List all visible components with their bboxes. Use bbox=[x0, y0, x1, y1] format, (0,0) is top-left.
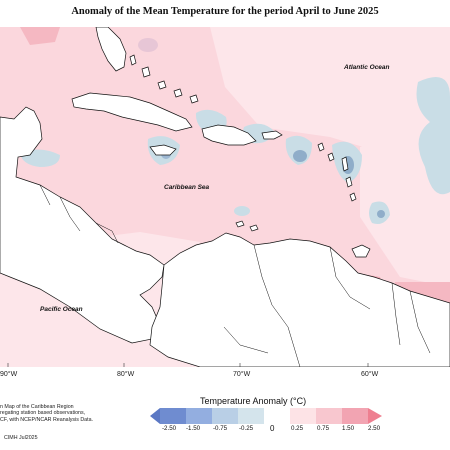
south-america bbox=[149, 232, 450, 367]
puerto-rico bbox=[261, 130, 283, 140]
weak-anomaly-zone bbox=[210, 27, 450, 152]
caribbean-sea-label: Caribbean Sea bbox=[164, 184, 210, 191]
colorbar-label: 1.50 bbox=[342, 425, 355, 432]
colorbar-label: 0 bbox=[270, 424, 275, 433]
lon-tick-label: 90°W bbox=[0, 371, 18, 378]
colorbar-swatch bbox=[160, 408, 186, 424]
land bbox=[0, 27, 450, 367]
footnote-credit: CIMH Jul2025 bbox=[4, 435, 38, 441]
warm-anomaly-patch bbox=[20, 27, 60, 45]
borders bbox=[39, 184, 431, 367]
jamaica bbox=[149, 144, 177, 156]
colorbar-arrow-right bbox=[368, 408, 382, 424]
colorbar-label: -1.50 bbox=[186, 425, 201, 432]
lesser-antilles bbox=[341, 156, 349, 172]
colorbar-label: 2.50 bbox=[368, 425, 381, 432]
bahamas bbox=[129, 54, 137, 66]
central-america bbox=[0, 106, 165, 344]
hispaniola bbox=[201, 124, 257, 146]
colorbar-swatch bbox=[238, 408, 264, 424]
map-title: Anomaly of the Mean Temperature for the … bbox=[71, 6, 379, 17]
cool-anomaly-patch bbox=[416, 77, 450, 195]
footnote-line: CF, with NCEP/NCAR Reanalysis Data. bbox=[0, 416, 94, 423]
colorbar-title: Temperature Anomaly (°C) bbox=[200, 396, 307, 406]
abc-islands bbox=[249, 224, 259, 232]
footnote-line: regating station based observations, bbox=[0, 410, 86, 417]
lesser-antilles bbox=[349, 192, 357, 202]
atlantic-ocean-label: Atlantic Ocean bbox=[344, 64, 390, 71]
bahamas bbox=[141, 66, 151, 78]
colorbar bbox=[150, 408, 382, 424]
lon-tick-label: 60°W bbox=[361, 371, 379, 378]
cuba bbox=[71, 92, 193, 132]
trinidad bbox=[351, 244, 371, 258]
cool-anomaly-patch bbox=[138, 38, 158, 52]
colorbar-swatch bbox=[316, 408, 342, 424]
lesser-antilles bbox=[327, 152, 335, 162]
footnote: n Map of the Caribbean Region regating s… bbox=[0, 404, 130, 423]
lon-tick-label: 70°W bbox=[233, 371, 251, 378]
bahamas bbox=[173, 88, 183, 98]
pacific-ocean-label: Pacific Ocean bbox=[40, 306, 83, 313]
colorbar-label: -2.50 bbox=[162, 425, 177, 432]
bahamas bbox=[189, 94, 199, 104]
colorbar-label: -0.25 bbox=[239, 425, 254, 432]
colorbar-swatch bbox=[342, 408, 368, 424]
colorbar-swatch bbox=[212, 408, 238, 424]
colorbar-label: 0.25 bbox=[291, 425, 304, 432]
cool-anomaly-core bbox=[293, 150, 307, 162]
lesser-antilles bbox=[345, 176, 353, 188]
cool-anomaly-core bbox=[377, 210, 385, 218]
lon-tick-label: 80°W bbox=[117, 371, 135, 378]
colorbar-swatch bbox=[290, 408, 316, 424]
colorbar-label: -0.75 bbox=[213, 425, 228, 432]
colorbar-swatch bbox=[264, 408, 290, 424]
colorbar-swatch bbox=[186, 408, 212, 424]
bahamas bbox=[157, 80, 167, 90]
abc-islands bbox=[235, 220, 245, 228]
colorbar-arrow-left bbox=[150, 408, 160, 424]
anomaly-map bbox=[0, 27, 450, 367]
footnote-line: n Map of the Caribbean Region bbox=[0, 404, 74, 410]
lesser-antilles bbox=[317, 142, 325, 152]
colorbar-label: 0.75 bbox=[317, 425, 330, 432]
lon-ticks bbox=[7, 363, 369, 367]
florida bbox=[95, 27, 127, 72]
cool-anomaly-patch bbox=[234, 206, 250, 216]
